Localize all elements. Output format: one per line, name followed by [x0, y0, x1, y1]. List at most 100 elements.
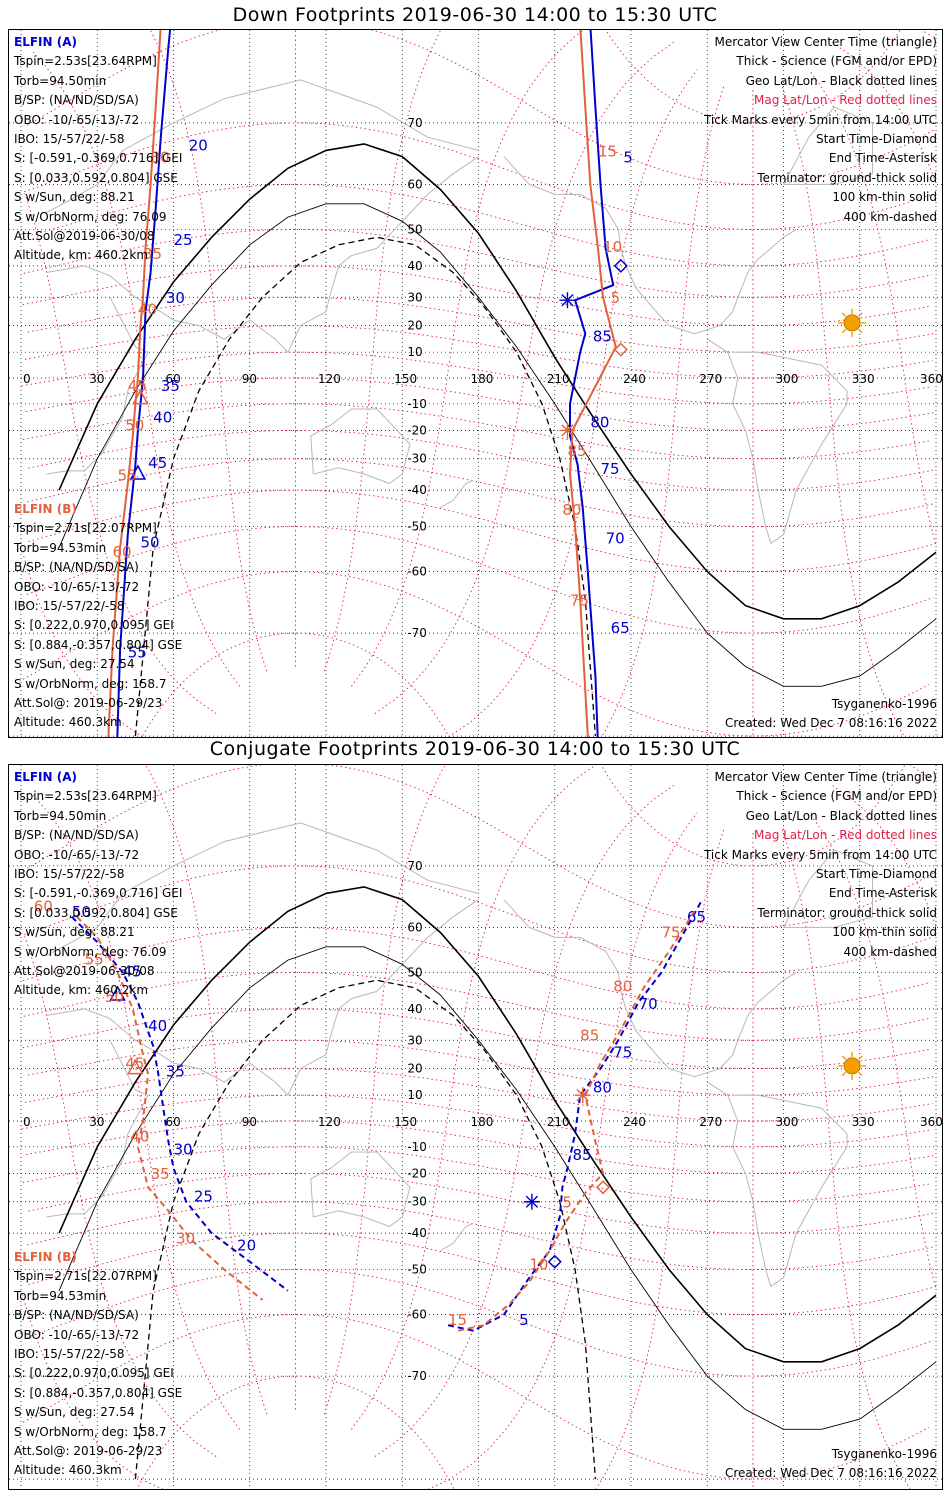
lon-tick-label: 300 — [776, 1115, 799, 1129]
lon-tick-label: 120 — [318, 1115, 341, 1129]
legend-line: Start Time-Diamond — [815, 867, 937, 882]
lat-tick-label: 40 — [407, 259, 422, 273]
lat-tick-label: -20 — [407, 423, 427, 437]
lat-tick-label: 50 — [407, 222, 422, 236]
elfin-a-tick-label: 20 — [189, 136, 208, 154]
legend-line: Thick - Science (FGM and/or EPD) — [736, 789, 937, 804]
elfin-a-tick-label: 40 — [148, 1017, 167, 1035]
lat-tick-label: 30 — [407, 290, 422, 304]
elfin-b-tick-label: 85 — [567, 442, 586, 460]
legend-line: Mercator View Center Time (triangle) — [714, 35, 937, 49]
elfin-b-tick-label: 75 — [662, 923, 681, 941]
coastline — [440, 1222, 474, 1252]
elfin-b-tick-label: 45 — [128, 377, 147, 395]
coastline — [46, 156, 479, 354]
coastline — [783, 106, 873, 185]
created-date: Created: Wed Dec 7 08:16:16 2022 — [724, 716, 937, 731]
elfin-b-track — [457, 910, 696, 1332]
sun-ray — [841, 312, 847, 318]
legend-line: Mercator View Center Time (triangle) — [714, 770, 937, 784]
coastline — [46, 899, 479, 1097]
mag-meridian — [374, 785, 674, 1457]
elfin-a-tick-label: 70 — [606, 529, 625, 547]
mag-parallel — [22, 183, 931, 267]
elfin-a-info: ELFIN (A) Tspin=2.53s[23.64RPM] Torb=94.… — [14, 33, 182, 266]
info-line: Altitude, km: 460.2km — [14, 248, 149, 263]
lat-tick-label: 20 — [407, 1062, 422, 1076]
lat-tick-label: 70 — [407, 116, 422, 130]
coastline — [707, 1081, 848, 1288]
legend-line: 100 km-thin solid — [832, 925, 937, 940]
elfin-a-tick-label: 5 — [519, 1311, 529, 1329]
lon-tick-label: 90 — [242, 1115, 257, 1129]
lon-tick-label: 90 — [242, 372, 257, 386]
legend-line: Tick Marks every 5min from 14:00 UTC — [703, 112, 937, 127]
lat-tick-label: -60 — [407, 1308, 427, 1322]
map-legend: Mercator View Center Time (triangle) Thi… — [704, 33, 937, 227]
mag-meridian — [427, 812, 698, 1489]
lat-tick-label: 30 — [407, 1033, 422, 1047]
lon-tick-label: 0 — [23, 372, 31, 386]
map-legend: Mercator View Center Time (triangle) Thi… — [704, 768, 937, 962]
mag-meridian — [23, 42, 937, 714]
lon-tick-label: 180 — [471, 372, 494, 386]
lat-tick-label: -70 — [407, 626, 427, 640]
mag-meridian — [447, 69, 698, 737]
lat-tick-label: 10 — [407, 345, 422, 359]
coastline — [46, 822, 479, 957]
lat-tick-label: 60 — [407, 920, 422, 934]
end-asterisk-marker — [525, 1195, 539, 1208]
info-line: S w/OrbNorm, deg: 158.7 — [14, 1424, 167, 1439]
info-line: OBO: -10/-65/-13/-72 — [14, 1327, 140, 1342]
sun-ray — [857, 1071, 863, 1077]
mag-meridian — [323, 30, 442, 672]
lat-tick-label: -50 — [407, 1263, 427, 1277]
mag-meridian — [374, 42, 674, 714]
elfin-b-tick-label: 35 — [143, 245, 162, 263]
info-line: IBO: 15/-57/22/-58 — [14, 132, 125, 147]
info-line: S w/Sun, deg: 27.54 — [14, 657, 135, 672]
mag-parallel — [22, 1008, 931, 1070]
lon-tick-label: 60 — [166, 372, 181, 386]
info-line: S: [-0.591,-0.369,0.716] GEI — [14, 886, 183, 901]
elfin-b-tick-label: 35 — [151, 1165, 170, 1183]
coastline — [707, 338, 848, 545]
lat-tick-label: 60 — [407, 177, 422, 191]
center-triangle-marker — [127, 1059, 144, 1075]
info-line: S w/Sun, deg: 27.54 — [14, 1405, 135, 1420]
legend-line: 400 km-dashed — [843, 209, 937, 224]
elfin-b-tick-label: 85 — [580, 1026, 599, 1044]
lat-tick-label: 20 — [407, 319, 422, 333]
elfin-a-tick-label: 35 — [161, 377, 180, 395]
info-line: Altitude, km: 460.2km — [14, 983, 149, 998]
sun-ray — [857, 328, 863, 334]
info-line: IBO: 15/-57/22/-58 — [14, 599, 125, 614]
elfin-a-info: ELFIN (A) Tspin=2.53s[23.64RPM] Torb=94.… — [14, 768, 182, 1001]
info-line: S w/OrbNorm, deg: 76.09 — [14, 209, 167, 224]
elfin-a-tick-label: 30 — [174, 1141, 193, 1159]
lat-tick-label: -20 — [407, 1166, 427, 1180]
elfin-b-tick-label: 75 — [570, 592, 589, 610]
start-diamond-marker — [547, 1254, 562, 1269]
terminator-ground — [58, 886, 937, 1363]
coastline — [503, 156, 797, 335]
sun-icon — [843, 314, 861, 332]
conjugate-footprints-map: 0 30 60 90 120 150 180 210 240 270 300 330 360 70 60 50… — [9, 765, 942, 1489]
coastline — [503, 899, 797, 1078]
info-line: Torb=94.53min — [14, 540, 107, 555]
elfin-b-track — [107, 30, 162, 737]
info-line: S w/Sun, deg: 88.21 — [14, 190, 135, 205]
conjugate-footprints-panel: 0 30 60 90 120 150 180 210 240 270 300 330 360 70 60 50… — [8, 764, 943, 1490]
lon-tick-label: 30 — [89, 372, 104, 386]
mag-parallel — [24, 325, 933, 379]
elfin-b-header: ELFIN (B) — [14, 1250, 77, 1264]
elfin-a-tick-label: 45 — [123, 962, 142, 980]
elfin-a-tick-label: 85 — [573, 1146, 592, 1164]
mag-parallel — [27, 458, 935, 528]
lon-tick-label: 330 — [852, 1115, 875, 1129]
lat-tick-label: 10 — [407, 1088, 422, 1102]
elfin-a-track — [569, 30, 615, 737]
elfin-a-tick-label: 75 — [601, 460, 620, 478]
elfin-a-tick-label: 70 — [639, 995, 658, 1013]
terminator-ground — [58, 143, 937, 620]
